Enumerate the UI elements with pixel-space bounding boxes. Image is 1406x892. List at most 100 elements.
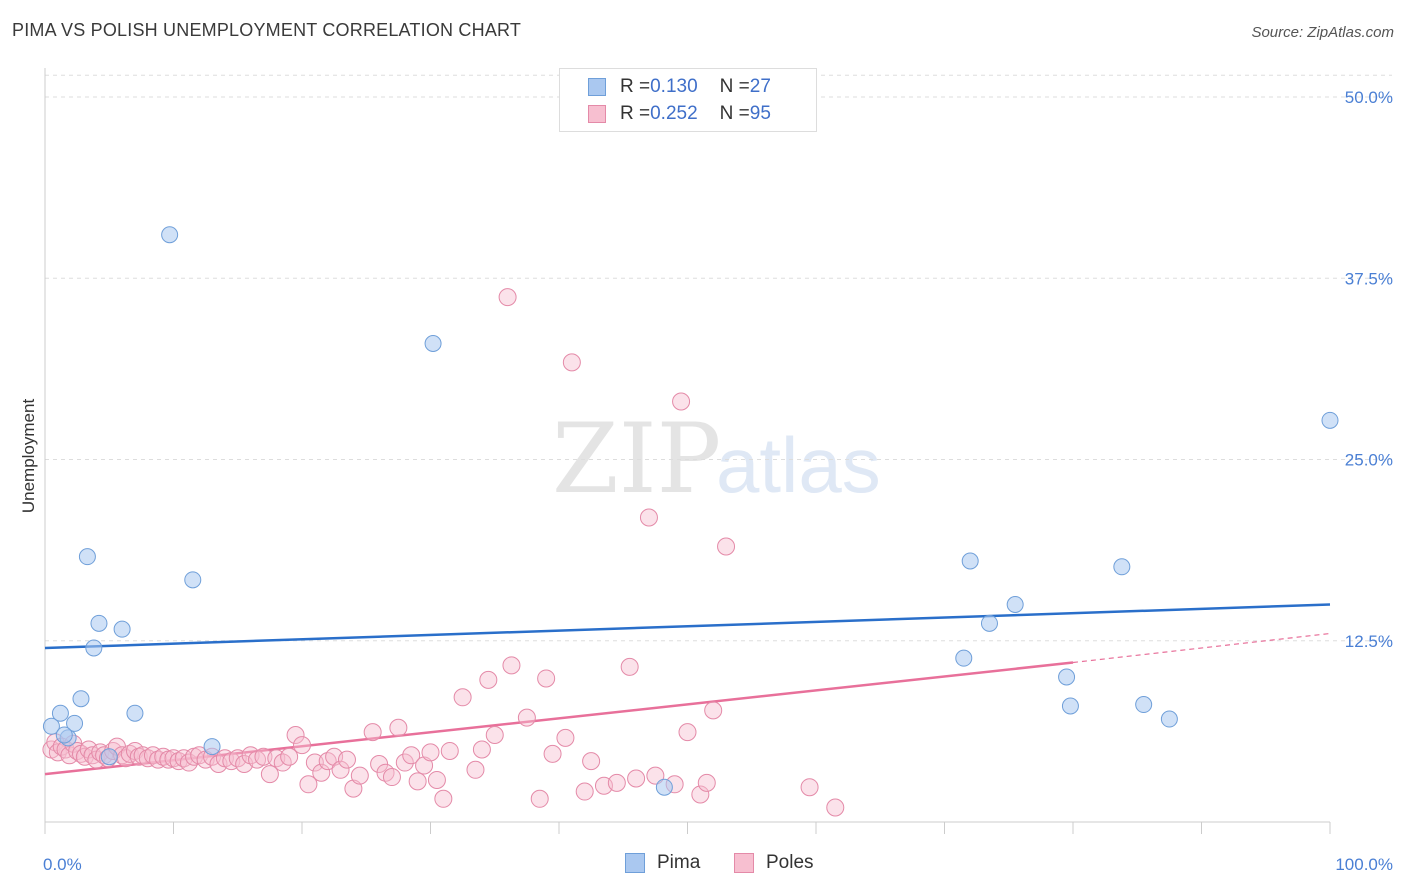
legend-row-pima: R = 0.130 N = 27 [560, 73, 771, 101]
poles-points [42, 288, 845, 817]
poles-point [485, 726, 504, 744]
poles-point [826, 798, 845, 817]
pima-point [72, 690, 90, 708]
poles-point [543, 744, 562, 763]
poles-point [498, 288, 517, 307]
legend-label-poles: Poles [766, 852, 814, 873]
poles-r-label: R = [620, 103, 651, 124]
poles-point [582, 752, 601, 771]
y-axis-label: Unemployment [19, 399, 38, 514]
pima-point [184, 571, 202, 589]
poles-point [305, 753, 324, 772]
pima-point [203, 738, 221, 756]
pima-point [66, 714, 84, 732]
source-label: Source: ZipAtlas.com [1251, 24, 1394, 41]
pima-point [1321, 411, 1339, 429]
pima-point [1006, 596, 1024, 613]
poles-point [562, 353, 581, 372]
y-tick-label: 12.5% [1345, 632, 1393, 651]
poles-point [402, 746, 421, 765]
poles-swatch [588, 105, 606, 123]
series-legend: Pima Poles [0, 852, 1406, 878]
poles-point [646, 766, 665, 785]
poles-point [502, 656, 521, 675]
legend-item-poles[interactable]: Poles [734, 852, 814, 874]
poles-point [627, 769, 646, 788]
poles-point [517, 708, 536, 727]
pima-point [424, 335, 442, 352]
poles-point [537, 669, 556, 688]
poles-point [440, 741, 459, 760]
poles-point [607, 773, 626, 792]
grid-lines [45, 74, 1392, 642]
poles-point [427, 770, 446, 789]
poles-point [331, 760, 350, 779]
poles-point [639, 508, 658, 527]
pima-point [126, 704, 144, 722]
poles-r-value: 0.252 [650, 103, 698, 124]
pima-point [1160, 710, 1178, 728]
pima-point [655, 778, 673, 796]
legend-item-pima[interactable]: Pima [625, 852, 700, 874]
pima-point [161, 226, 179, 244]
pima-point [980, 614, 998, 632]
poles-point [280, 747, 299, 766]
poles-point [293, 736, 311, 755]
poles-point [620, 657, 639, 676]
pima-point [55, 726, 73, 744]
legend-swatch-pima [625, 853, 645, 873]
chart-title: PIMA VS POLISH UNEMPLOYMENT CORRELATION … [12, 20, 522, 40]
axes [44, 68, 1331, 834]
y-tick-label: 50.0% [1345, 88, 1393, 107]
poles-point [453, 688, 472, 707]
pima-point [85, 639, 103, 657]
pima-point [1061, 697, 1079, 715]
pima-points [42, 226, 1339, 796]
poles-point [350, 766, 369, 785]
pima-point [113, 620, 131, 638]
legend-label-pima: Pima [657, 852, 701, 873]
pima-point [90, 614, 108, 632]
poles-point [254, 747, 273, 766]
poles-point [678, 723, 697, 742]
pima-point [1135, 696, 1153, 714]
poles-point [530, 789, 549, 808]
poles-point [408, 772, 427, 791]
poles-point [691, 785, 710, 804]
poles-point [556, 728, 575, 747]
poles-n-value: 95 [749, 103, 771, 124]
trend-lines [44, 603, 1331, 776]
poles-point [260, 765, 279, 784]
pima-n-label: N = [719, 76, 750, 97]
pima-point [961, 552, 979, 570]
poles-point [672, 392, 691, 411]
pima-point [1113, 558, 1131, 576]
pima-point [51, 704, 69, 722]
poles-point [472, 740, 491, 759]
pima-trend-line [44, 603, 1331, 650]
pima-r-label: R = [620, 76, 651, 97]
pima-point [1058, 668, 1076, 686]
poles-point [344, 779, 363, 798]
poles-point [421, 743, 440, 762]
y-tick-label: 37.5% [1345, 269, 1393, 288]
poles-point [389, 718, 408, 737]
poles-point [337, 750, 356, 769]
legend-row-poles: R = 0.252 N = 95 [560, 100, 771, 128]
poles-trend-extension [1072, 632, 1331, 664]
poles-point [697, 773, 716, 792]
y-tick-label: 25.0% [1345, 451, 1393, 470]
pima-r-value: 0.130 [650, 76, 698, 97]
poles-n-label: N = [719, 103, 750, 124]
poles-point [575, 782, 594, 801]
x-tick-label: 0.0% [43, 855, 82, 874]
poles-point [299, 775, 318, 794]
watermark-atlas: atlas [716, 421, 881, 509]
poles-point [479, 670, 498, 689]
x-tick-label: 100.0% [1335, 855, 1393, 874]
poles-point [382, 768, 401, 787]
pima-point [78, 548, 96, 566]
poles-point [149, 750, 168, 769]
poles-point [800, 778, 819, 797]
